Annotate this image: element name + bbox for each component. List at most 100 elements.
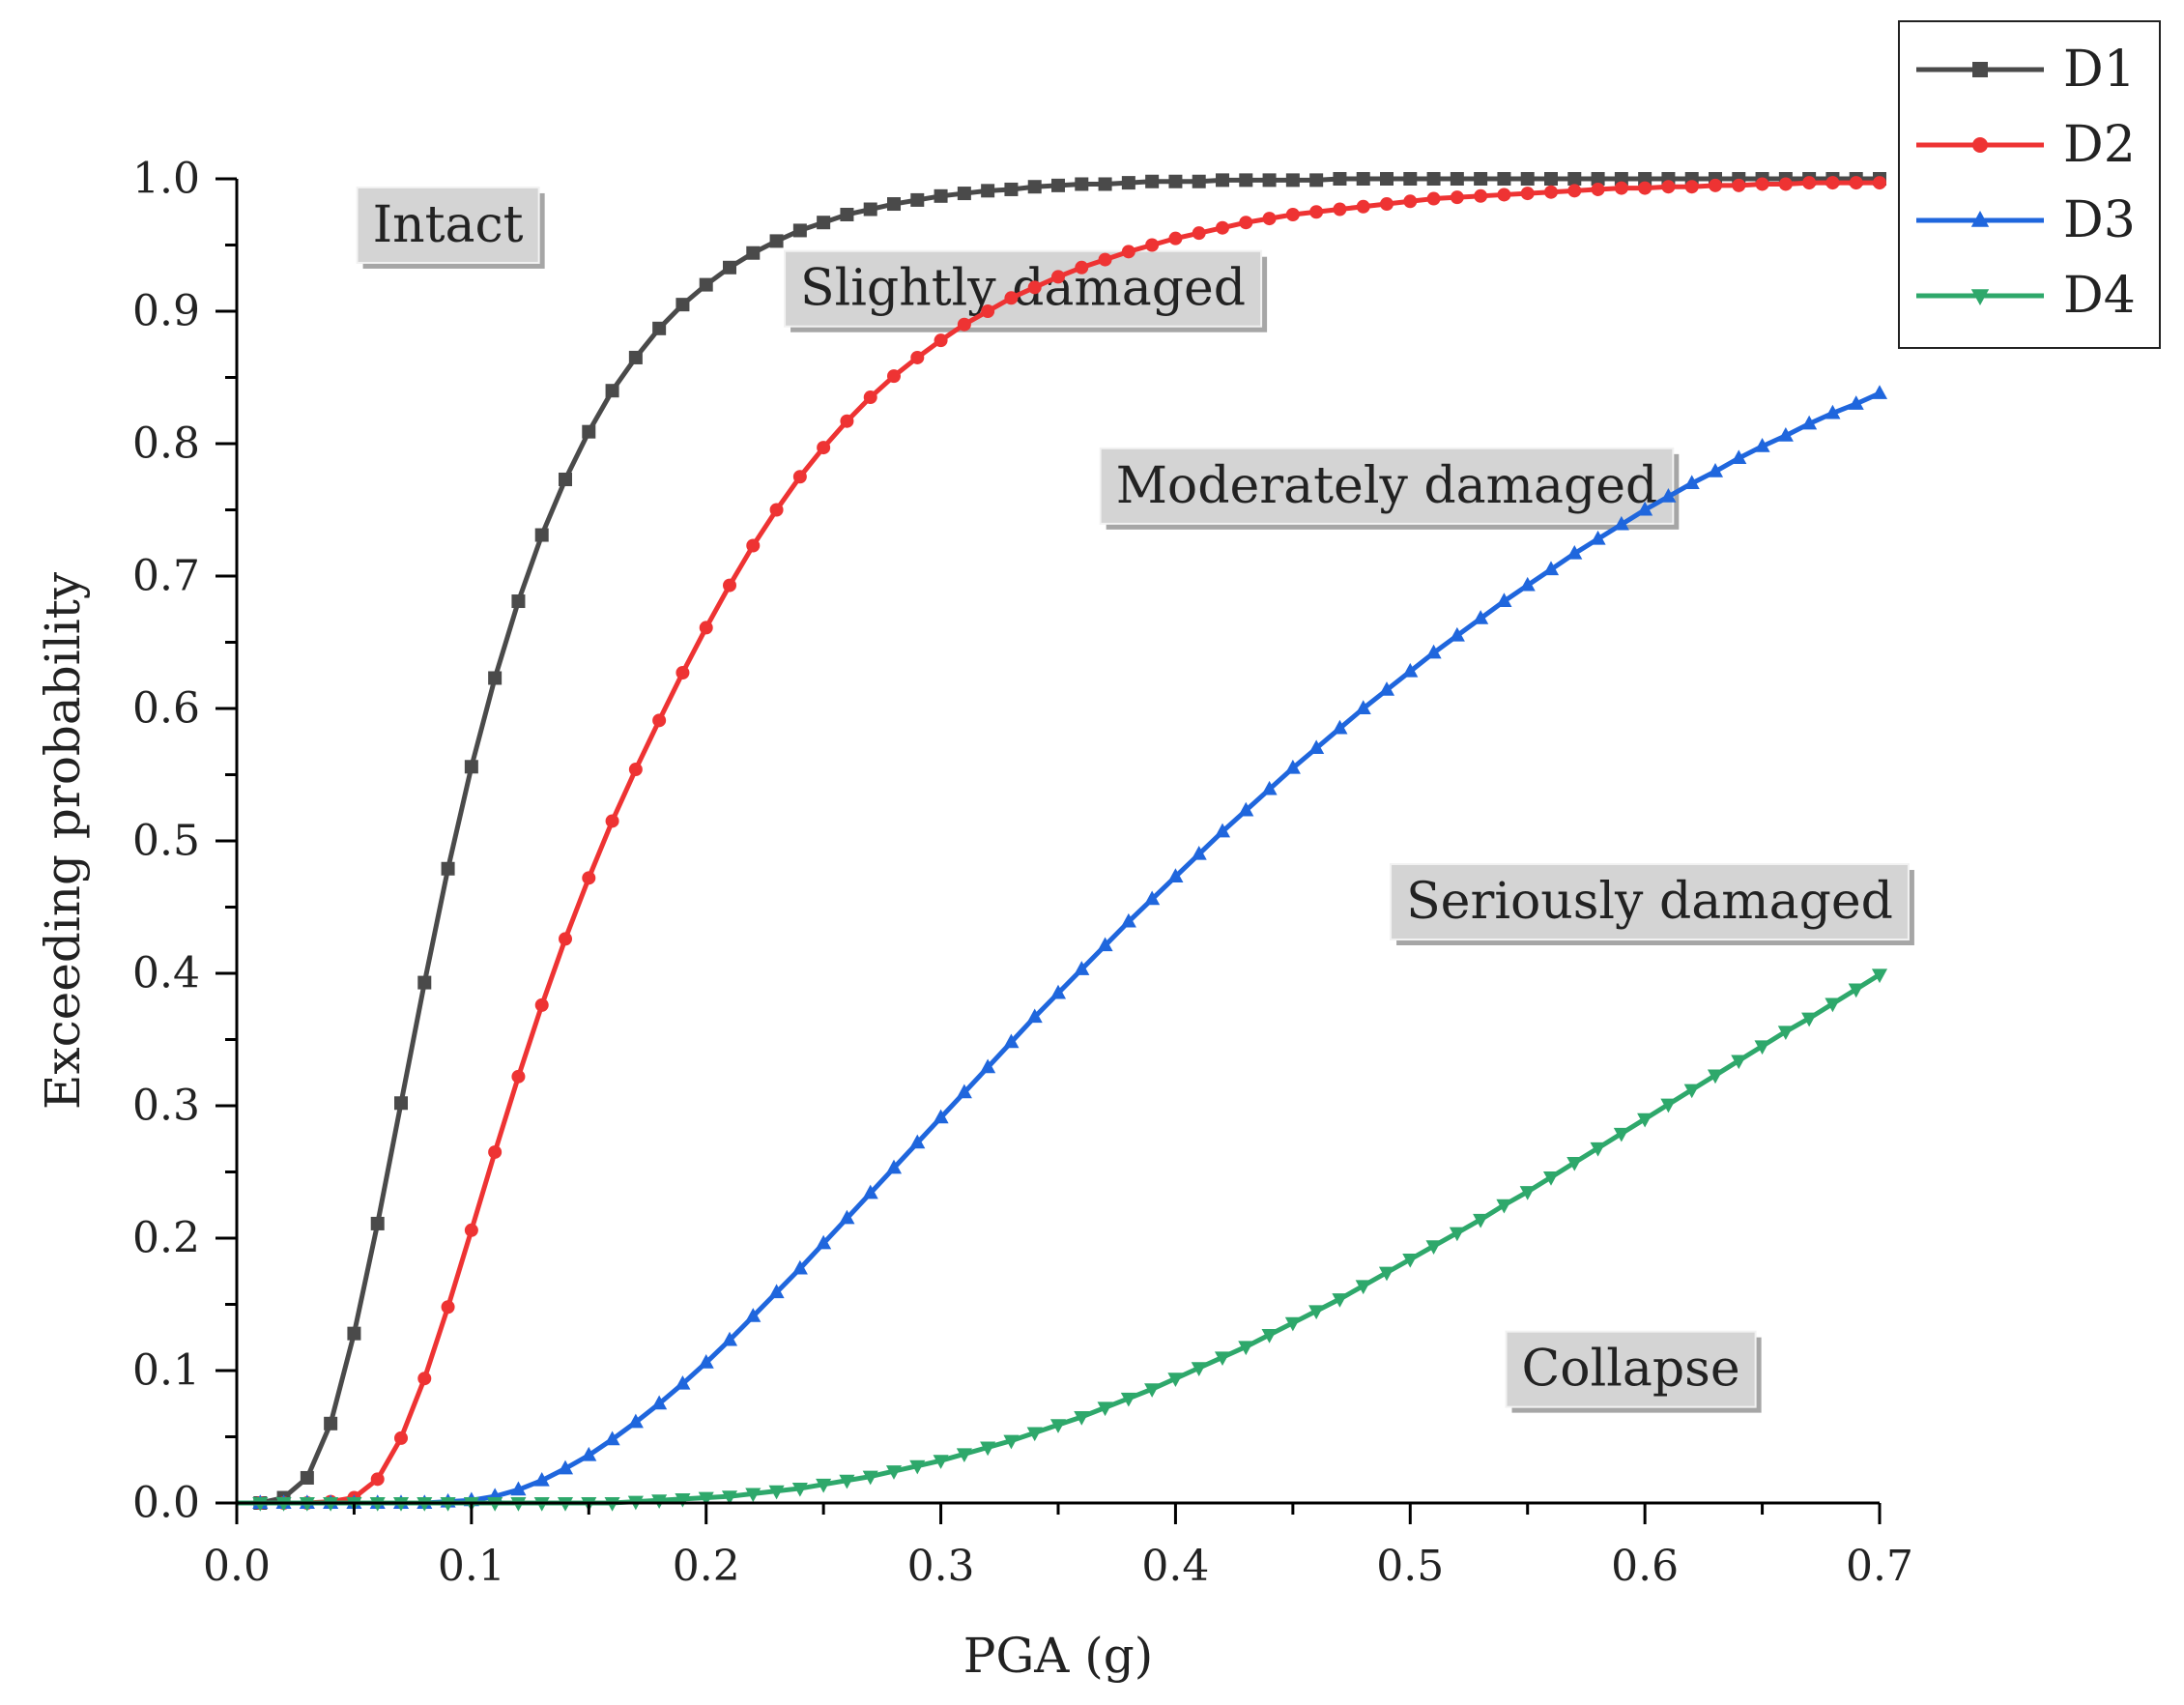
data-point-D1 bbox=[628, 350, 643, 364]
data-point-D2 bbox=[675, 666, 690, 680]
data-point-D1 bbox=[370, 1216, 385, 1230]
data-point-D1 bbox=[511, 594, 526, 609]
data-point-D1 bbox=[1567, 172, 1582, 186]
data-point-D2 bbox=[1262, 212, 1277, 226]
data-point-D3 bbox=[1542, 561, 1560, 576]
data-point-D2 bbox=[910, 350, 925, 364]
legend-item-D1: D1 bbox=[1916, 41, 2136, 99]
data-point-D4 bbox=[768, 1485, 785, 1500]
data-point-D2 bbox=[1309, 205, 1324, 219]
data-point-D2 bbox=[1075, 260, 1089, 275]
data-point-D1 bbox=[840, 207, 854, 221]
data-point-D2 bbox=[1802, 176, 1817, 190]
data-point-D4 bbox=[1683, 1084, 1700, 1099]
data-point-D4 bbox=[1590, 1141, 1606, 1157]
data-point-D4 bbox=[1801, 1012, 1818, 1027]
data-point-D1 bbox=[1474, 172, 1488, 186]
data-point-D1 bbox=[1309, 173, 1324, 188]
x-tick-label: 0.2 bbox=[673, 1542, 740, 1591]
x-tick-label: 0.5 bbox=[1376, 1542, 1444, 1591]
data-point-D1 bbox=[394, 1096, 408, 1111]
data-point-D2 bbox=[464, 1223, 478, 1237]
data-point-D3 bbox=[1519, 576, 1536, 592]
y-tick-label: 0.6 bbox=[132, 684, 200, 734]
data-point-D1 bbox=[1004, 182, 1019, 196]
data-point-D3 bbox=[956, 1084, 972, 1099]
data-point-D1 bbox=[1638, 172, 1652, 186]
data-point-D4 bbox=[933, 1455, 949, 1469]
data-point-D1 bbox=[1027, 180, 1042, 194]
legend: D1 D2 D3 D4 bbox=[1898, 20, 2161, 349]
data-point-D3 bbox=[1637, 501, 1653, 516]
data-point-D1 bbox=[817, 216, 831, 230]
data-point-D1 bbox=[324, 1416, 338, 1430]
legend-label: D2 bbox=[2063, 116, 2136, 174]
zone-label-1: Slightly damaged bbox=[784, 249, 1268, 332]
data-point-D1 bbox=[1426, 172, 1441, 186]
data-point-D3 bbox=[1355, 700, 1371, 714]
data-point-D3 bbox=[1402, 662, 1419, 678]
zone-label-box bbox=[1390, 863, 1910, 941]
data-point-D2 bbox=[1497, 188, 1511, 202]
zone-label-text: Moderately damaged bbox=[1116, 457, 1658, 515]
data-point-D2 bbox=[628, 763, 643, 777]
data-point-D1 bbox=[981, 184, 995, 198]
data-point-D3 bbox=[1707, 463, 1724, 477]
tick-labels: 0.0 0.1 0.2 0.3 0.4 0.5 0.6 0.7 0.0 0.1 0.2 0.3 0.4 0… bbox=[132, 155, 1913, 1592]
data-point-D3 bbox=[1049, 984, 1067, 999]
data-point-D1 bbox=[1614, 172, 1628, 186]
data-point-D4 bbox=[1097, 1402, 1113, 1417]
data-point-D2 bbox=[1638, 181, 1652, 195]
data-point-D3 bbox=[1801, 415, 1818, 430]
x-tick-label: 0.7 bbox=[1846, 1542, 1913, 1591]
data-point-D1 bbox=[300, 1470, 314, 1485]
data-point-D1 bbox=[1380, 172, 1394, 186]
data-point-D4 bbox=[909, 1459, 926, 1475]
data-point-D3 bbox=[1683, 475, 1700, 490]
y-tick-label: 0.9 bbox=[132, 287, 200, 336]
data-point-D2 bbox=[652, 713, 667, 728]
data-point-D3 bbox=[1871, 385, 1888, 399]
data-point-D4 bbox=[1660, 1098, 1677, 1113]
series-line-D2 bbox=[237, 180, 1880, 1506]
data-point-D3 bbox=[909, 1134, 926, 1149]
data-point-D3 bbox=[1777, 427, 1794, 442]
data-point-D4 bbox=[698, 1491, 714, 1507]
zone-label-text: Collapse bbox=[1522, 1341, 1740, 1399]
data-point-D2 bbox=[1732, 178, 1746, 192]
data-point-D2 bbox=[1333, 202, 1347, 217]
data-point-D4 bbox=[1214, 1351, 1231, 1367]
x-tick-label: 0.3 bbox=[907, 1542, 975, 1591]
data-point-D3 bbox=[1590, 530, 1606, 545]
data-point-D3 bbox=[675, 1374, 691, 1390]
data-point-D4 bbox=[1238, 1341, 1254, 1356]
data-point-D3 bbox=[1308, 739, 1325, 755]
data-point-D2 bbox=[441, 1300, 455, 1315]
data-point-D3 bbox=[1003, 1033, 1020, 1049]
data-point-D4 bbox=[1871, 968, 1888, 984]
data-point-D1 bbox=[441, 861, 455, 876]
data-point-D2 bbox=[1873, 176, 1886, 190]
data-point-D4 bbox=[1707, 1069, 1724, 1084]
data-point-D1 bbox=[934, 188, 948, 203]
data-point-D4 bbox=[1191, 1362, 1207, 1377]
data-point-D2 bbox=[1778, 177, 1793, 191]
data-point-D1 bbox=[792, 223, 807, 238]
data-point-D2 bbox=[699, 621, 713, 635]
data-point-D3 bbox=[1848, 395, 1864, 410]
zone-label-2: Moderately damaged bbox=[1099, 447, 1680, 530]
data-point-D3 bbox=[698, 1354, 714, 1369]
data-point-D4 bbox=[1049, 1419, 1067, 1433]
data-point-D3 bbox=[510, 1481, 527, 1496]
data-point-D1 bbox=[699, 277, 713, 292]
data-point-D1 bbox=[605, 384, 619, 398]
data-point-D2 bbox=[1356, 199, 1370, 214]
data-point-D3 bbox=[1191, 845, 1207, 860]
legend-marker bbox=[1972, 137, 1988, 153]
x-tick-label: 0.1 bbox=[438, 1542, 505, 1591]
data-point-D3 bbox=[1120, 912, 1136, 928]
data-point-D4 bbox=[1825, 997, 1841, 1013]
data-point-D2 bbox=[1684, 180, 1699, 194]
data-point-D4 bbox=[1449, 1227, 1465, 1242]
data-point-D2 bbox=[1426, 191, 1441, 206]
